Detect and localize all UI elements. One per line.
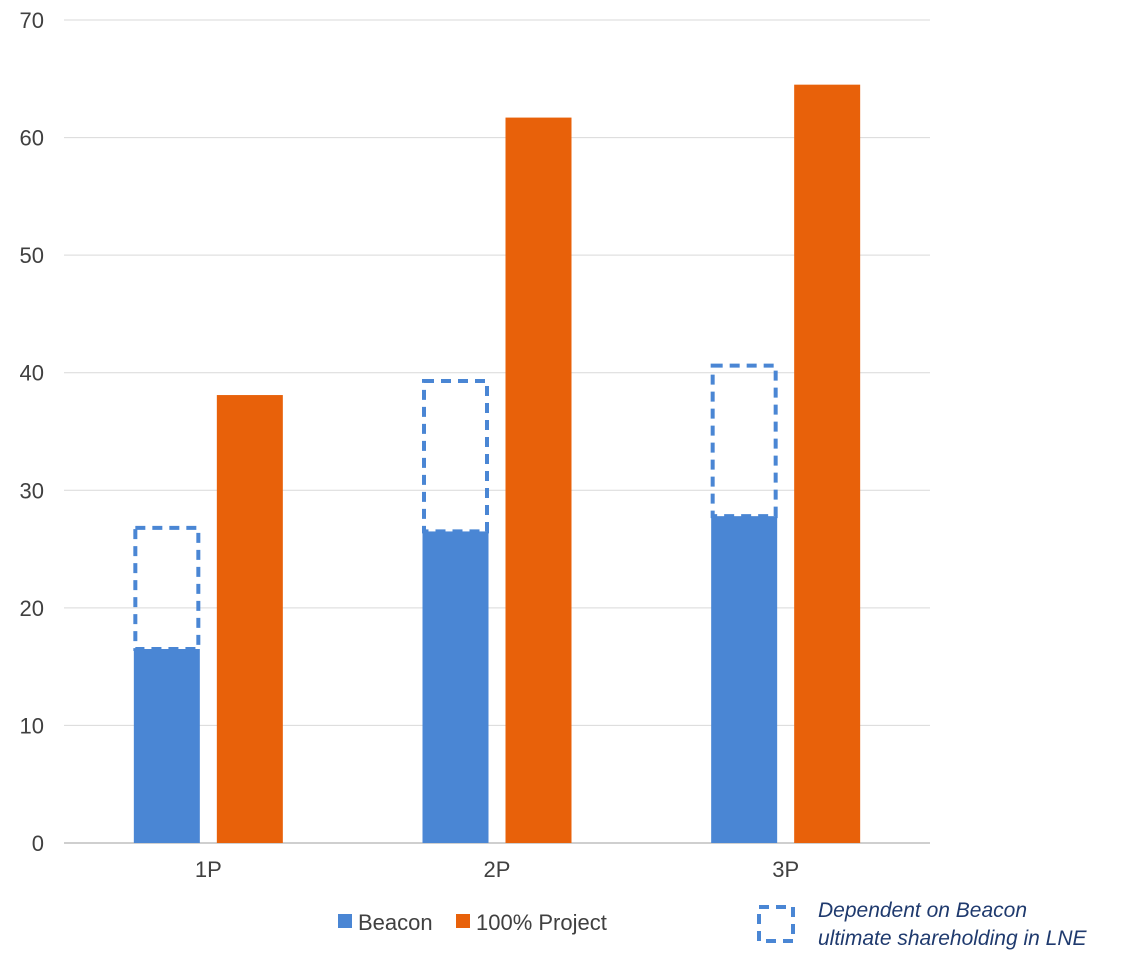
legend-swatch-project <box>456 914 470 928</box>
dependent-note-dashed-icon <box>757 905 795 943</box>
dependent-range-2P <box>422 378 489 534</box>
bar-100-project-1P <box>216 395 283 843</box>
y-tick-label: 10 <box>20 713 44 738</box>
legend-swatch-beacon <box>338 914 352 928</box>
x-tick-label: 2P <box>484 857 511 882</box>
bar-beacon-3P <box>711 516 778 843</box>
bars <box>133 84 861 843</box>
legend-label-project: 100% Project <box>476 910 607 935</box>
y-tick-label: 70 <box>20 8 44 33</box>
dependent-range-1P <box>133 525 201 652</box>
dependent-note-line1: Dependent on Beacon <box>818 899 1027 922</box>
y-tick-label: 30 <box>20 478 44 503</box>
dependent-note-line2: ultimate shareholding in LNE <box>818 927 1087 950</box>
y-tick-label: 50 <box>20 243 44 268</box>
bar-beacon-1P <box>133 649 200 843</box>
dependent-range-outlines <box>133 363 778 652</box>
y-tick-label: 0 <box>32 831 44 856</box>
bar-100-project-3P <box>794 84 861 843</box>
y-axis-ticks: 0 10 20 30 40 50 60 70 <box>20 8 44 856</box>
y-tick-label: 40 <box>20 361 44 386</box>
x-axis-ticks: 1P 2P 3P <box>195 857 799 882</box>
legend-label-beacon: Beacon <box>358 910 433 935</box>
dependent-note: Dependent on Beacon ultimate shareholdin… <box>757 899 1087 950</box>
bar-beacon-2P <box>422 531 489 843</box>
bar-100-project-2P <box>505 117 572 843</box>
legend: Beacon 100% Project <box>338 910 607 935</box>
y-tick-label: 20 <box>20 596 44 621</box>
gridlines <box>64 19 930 844</box>
x-tick-label: 3P <box>772 857 799 882</box>
y-tick-label: 60 <box>20 126 44 151</box>
dependent-range-3P <box>710 363 778 519</box>
x-tick-label: 1P <box>195 857 222 882</box>
